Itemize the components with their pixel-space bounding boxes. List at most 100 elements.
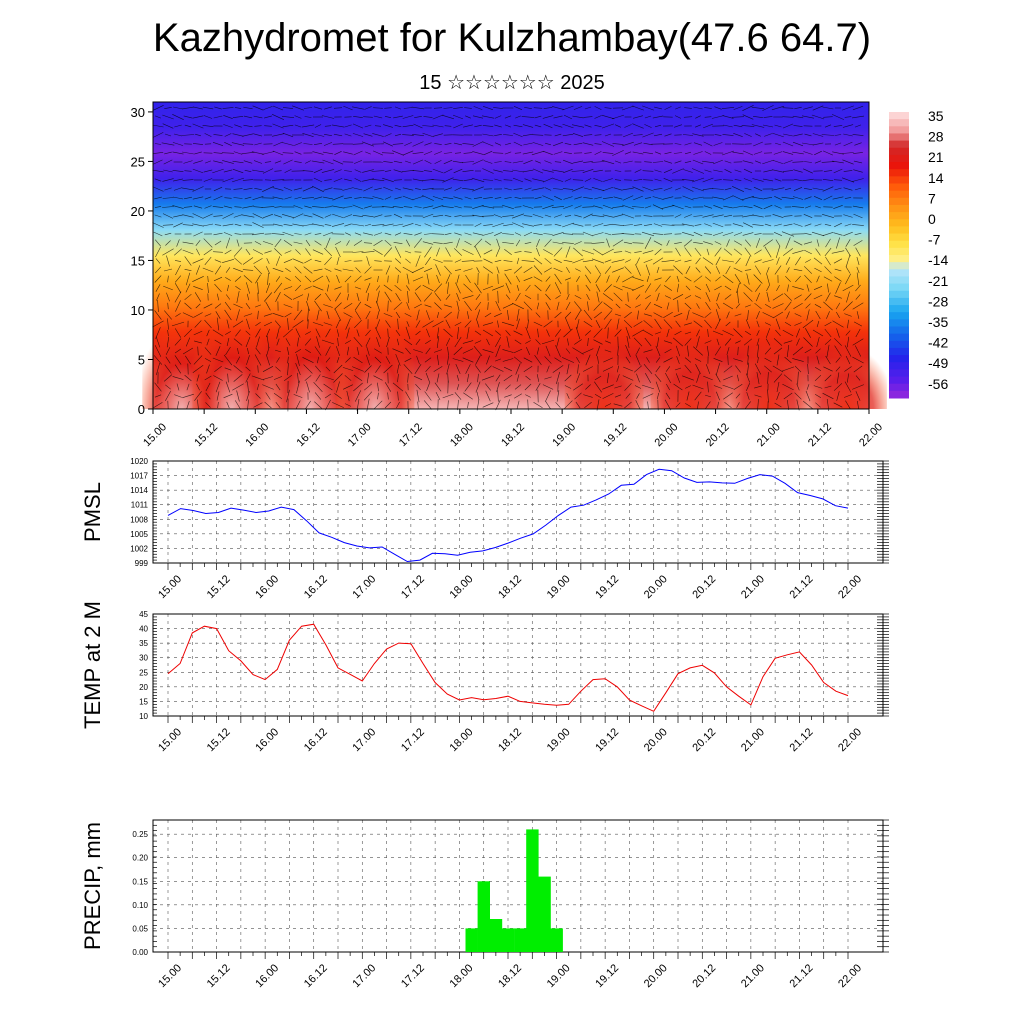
x-tick-label: 19.12 [593,962,621,990]
y-tick-label: 0.10 [132,901,148,910]
precip-bar [489,919,503,952]
y-tick-label: 10 [131,303,145,318]
y-tick-label: 40 [139,625,148,634]
y-tick-label: 1020 [130,457,148,466]
colorbar-label: 21 [928,149,944,165]
precip-bar [550,928,563,952]
y-tick-label: 0.20 [132,854,148,863]
x-tick-label: 22.00 [836,962,864,990]
plot-frame [152,613,884,717]
x-tick-label: 15.00 [156,962,184,990]
x-tick-label: 18.00 [448,421,476,449]
y-tick-label: 20 [131,204,145,219]
precip-bar [465,928,478,952]
y-tick-label: 30 [131,105,145,120]
colorbar-swatch [889,340,909,349]
colorbar-swatch [889,204,909,213]
data-line [167,623,849,712]
colorbar-swatch [889,297,909,306]
colorbar-swatch [889,133,909,142]
x-tick-label: 15.12 [205,962,233,990]
x-tick-label: 20.12 [704,421,732,449]
y-tick-label: 1008 [130,515,148,524]
colorbar-swatch [889,190,909,199]
x-tick-label: 17.12 [399,726,427,754]
x-tick-label: 20.12 [690,962,718,990]
colorbar-swatch [889,219,909,227]
x-tick-label: 20.00 [642,573,670,601]
colorbar-label: -21 [928,273,948,289]
y-tick-label: 25 [131,154,145,169]
colorbar: 35 28 21 14 7 0 -7 -14 -21 -28 -35 -42 -49 -56 [889,108,948,399]
x-tick-label: 21.12 [788,726,816,754]
y-tick-label: 1002 [130,544,148,553]
x-tick-label: 18.12 [496,962,524,990]
x-tick-label: 21.00 [755,421,783,449]
y-tick-label: 15 [131,253,145,268]
y-axis-label: PRECIP, mm [80,822,105,950]
temp-plot: 45 40 35 30 25 20 15 10 15.00 15.12 16.00 16.12 17.0… [80,601,889,754]
x-tick-label: 19.00 [545,573,573,601]
x-tick-label: 15.00 [156,573,184,601]
colorbar-swatch [889,383,909,392]
x-tick-label: 19.00 [550,421,578,449]
x-tick-label: 16.00 [253,573,281,601]
colorbar-label: -7 [928,232,941,248]
colorbar-swatch [889,162,909,170]
warm-region [650,299,730,409]
x-tick-label: 18.12 [499,421,527,449]
colorbar-label: -49 [928,355,948,371]
colorbar-swatch [889,390,909,399]
x-tick-label: 20.12 [690,726,718,754]
x-tick-label: 18.00 [448,573,476,601]
y-tick-label: 35 [139,639,148,648]
colorbar-swatch [889,147,909,156]
colorbar-swatch [889,319,909,327]
precip-bar [477,881,490,952]
colorbar-swatch [889,262,909,270]
colorbar-swatch [889,312,909,320]
colorbar-label: -28 [928,293,948,309]
colorbar-label: 35 [928,108,944,124]
x-tick-label: 21.00 [739,573,767,601]
y-tick-label: 5 [138,352,145,367]
colorbar-swatch [889,376,909,385]
x-tick-label: 18.00 [448,726,476,754]
x-tick-label: 18.12 [496,573,524,601]
x-tick-label: 21.00 [739,726,767,754]
x-tick-label: 16.00 [243,421,271,449]
y-tick-label: 0.00 [132,948,148,957]
precip-bar [514,928,527,952]
y-tick-label: 0.25 [132,830,148,839]
x-tick-label: 16.12 [295,421,323,449]
x-tick-label: 21.00 [739,962,767,990]
colorbar-swatch [889,126,909,134]
colorbar-swatch [889,269,909,277]
colorbar-swatch [889,247,909,256]
colorbar-swatch [889,119,909,127]
x-tick-label: 15.12 [205,573,233,601]
y-tick-label: 999 [135,559,149,568]
warm-region [335,257,415,409]
colorbar-swatch [889,276,909,285]
colorbar-label: 7 [928,190,936,206]
colorbar-label: 28 [928,129,944,145]
y-tick-label: 25 [139,668,148,677]
x-tick-label: 17.00 [350,726,378,754]
y-tick-label: 1017 [130,472,148,481]
colorbar-swatch [889,226,909,235]
warm-region [808,306,887,409]
x-tick-label: 20.00 [642,962,670,990]
data-line [167,468,849,563]
warm-region [192,254,272,409]
x-tick-label: 21.12 [806,421,834,449]
colorbar-swatch [889,326,909,335]
colorbar-swatch [889,283,909,292]
x-tick-label: 17.12 [399,573,427,601]
colorbar-swatch [889,333,909,342]
x-tick-label: 16.00 [253,962,281,990]
y-tick-label: 1005 [130,530,148,539]
x-tick-label: 16.12 [302,962,330,990]
x-tick-label: 22.00 [857,421,885,449]
y-tick-label: 1014 [130,486,148,495]
